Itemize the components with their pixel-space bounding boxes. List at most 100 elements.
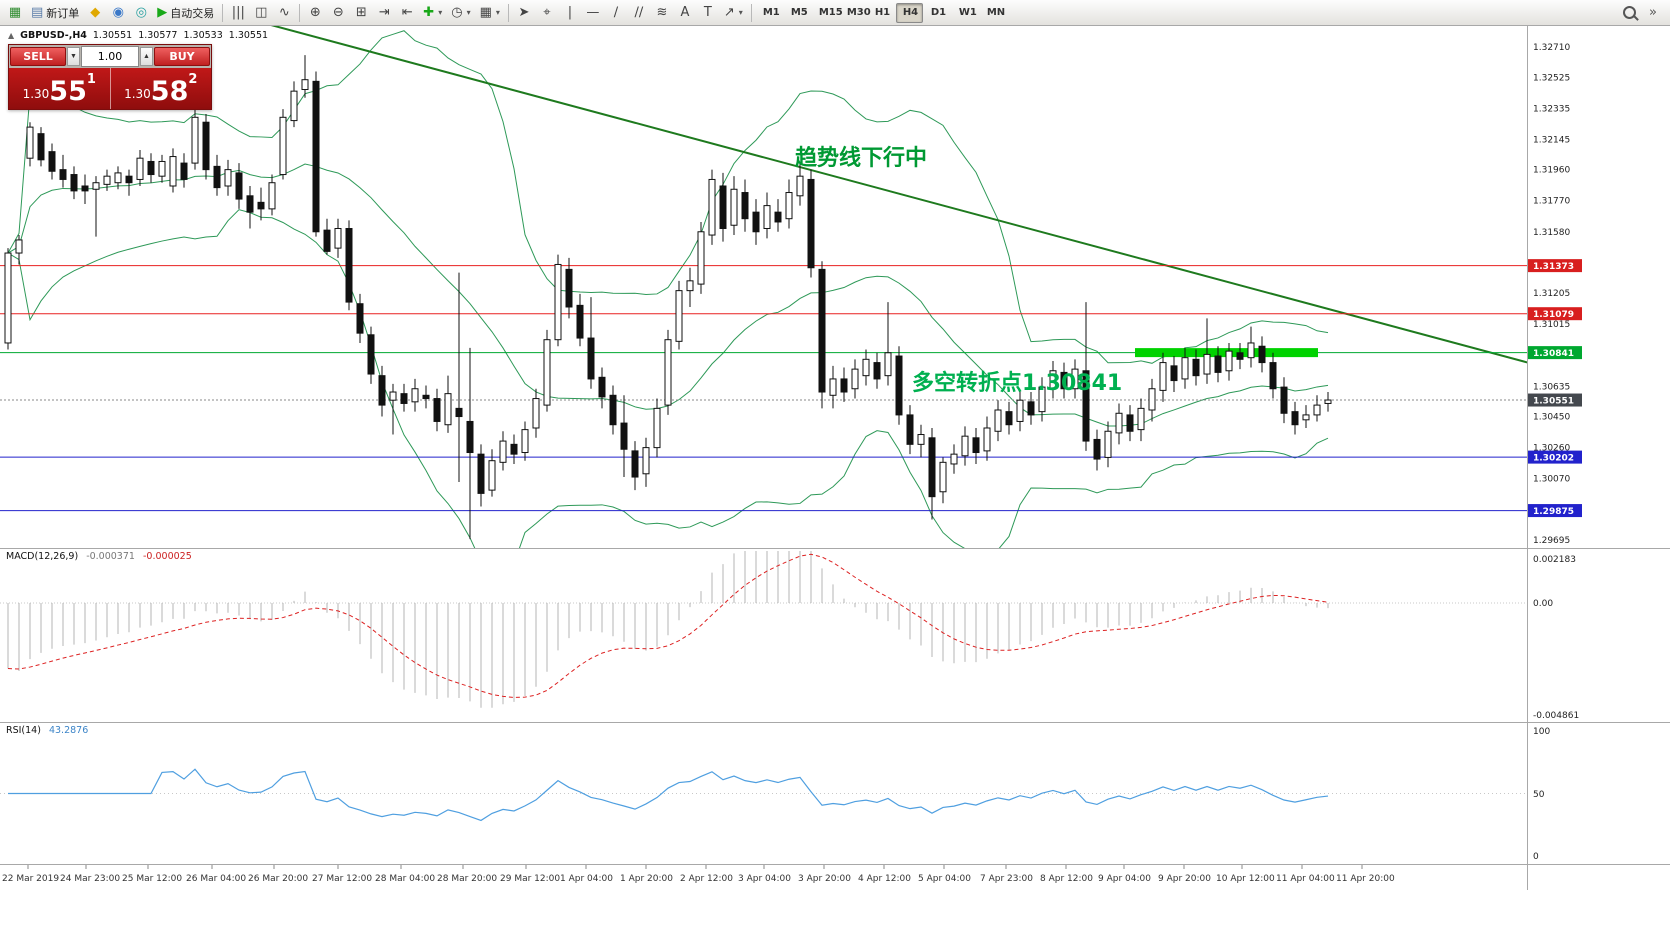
cursor-button[interactable]: ➤ xyxy=(513,2,535,24)
text-label-button[interactable]: T xyxy=(697,2,719,24)
timeframe-w1-button[interactable]: W1 xyxy=(952,3,979,23)
arrows-button[interactable]: ↗ ▾ xyxy=(720,2,747,24)
sell-price-pips: 55 xyxy=(49,76,87,108)
time-axis-label: 25 Mar 12:00 xyxy=(122,874,182,884)
price-badge xyxy=(1528,450,1582,464)
price-divider xyxy=(109,68,111,109)
profiles-button[interactable]: ◆ xyxy=(84,2,106,24)
bear-candle xyxy=(576,304,584,339)
candlestick-chart-button[interactable]: ◫ xyxy=(250,2,272,24)
line-chart-button[interactable]: ∿ xyxy=(273,2,295,24)
bull-candle xyxy=(114,172,122,184)
bear-candle xyxy=(840,378,848,393)
bull-candle xyxy=(1038,386,1046,413)
volume-input[interactable] xyxy=(81,46,139,67)
bull-candle xyxy=(158,160,166,177)
buy-button[interactable]: BUY xyxy=(154,47,210,66)
price-badge xyxy=(1528,307,1582,321)
bull-candle xyxy=(664,339,672,406)
sell-price[interactable]: 1.30 55 1 xyxy=(9,68,110,109)
new-order-button[interactable]: ▤ 新订单 xyxy=(27,2,83,24)
indicators-button[interactable]: ✚ ▾ xyxy=(419,2,446,24)
trendline-button[interactable]: ∕ xyxy=(605,2,627,24)
timeframe-m5-button[interactable]: M5 xyxy=(784,3,811,23)
bear-candle xyxy=(202,121,210,171)
autotrading-button[interactable]: ▶ 自动交易 xyxy=(153,2,218,24)
time-axis-label: 1 Apr 20:00 xyxy=(620,874,673,884)
auto-scroll-button[interactable]: ⇥ xyxy=(373,2,395,24)
timeframe-m1-button[interactable]: M1 xyxy=(756,3,783,23)
timeframe-h4-button[interactable]: H4 xyxy=(895,2,923,23)
bull-candle xyxy=(92,182,100,190)
clock-icon: ◷ xyxy=(451,5,463,20)
horizontal-line-button[interactable]: — xyxy=(582,2,604,24)
price-badge-label: 1.30202 xyxy=(1533,454,1574,464)
navigator-button[interactable]: ◎ xyxy=(130,2,152,24)
time-axis-label: 8 Apr 12:00 xyxy=(1040,874,1093,884)
chart-shift-button[interactable]: ⇤ xyxy=(396,2,418,24)
templates-button[interactable]: ▦ ▾ xyxy=(476,2,504,24)
fibonacci-button[interactable]: ≋ xyxy=(651,2,673,24)
timeframe-d1-button[interactable]: D1 xyxy=(924,3,951,23)
bull-candle xyxy=(884,352,892,377)
toolbar-overflow-button[interactable]: » xyxy=(1642,1,1664,23)
bear-candle xyxy=(1005,411,1013,426)
bear-candle xyxy=(125,175,133,184)
buy-price[interactable]: 1.30 58 2 xyxy=(111,68,212,109)
bear-candle xyxy=(873,362,881,380)
bear-candle xyxy=(257,201,265,210)
bear-candle xyxy=(587,337,595,380)
price-axis-label: 1.32145 xyxy=(1533,135,1570,145)
tile-windows-button[interactable]: ⊞ xyxy=(350,2,372,24)
app-icon: ▦ xyxy=(4,2,26,24)
collapse-quote-panel-icon[interactable]: ▲ xyxy=(8,31,15,40)
price-badge-label: 1.29875 xyxy=(1533,507,1574,517)
sell-button[interactable]: SELL xyxy=(10,47,66,66)
bull-candle xyxy=(268,182,276,210)
new-order-icon: ▤ xyxy=(31,5,44,20)
buy-price-frac: 2 xyxy=(188,72,198,87)
market-watch-button[interactable]: ◉ xyxy=(107,2,129,24)
bear-candle xyxy=(455,407,463,418)
bull-candle xyxy=(279,116,287,176)
zoom-in-button[interactable]: ⊕ xyxy=(304,2,326,24)
bear-candle xyxy=(510,443,518,455)
volume-spin-up[interactable]: ▲ xyxy=(140,47,153,66)
bear-candle xyxy=(1192,358,1200,377)
time-axis-label: 11 Apr 04:00 xyxy=(1276,874,1335,884)
zoom-out-button[interactable]: ⊖ xyxy=(327,2,349,24)
bear-candle xyxy=(906,414,914,445)
bear-candle xyxy=(1093,438,1101,460)
bear-candle xyxy=(620,422,628,450)
search-button[interactable] xyxy=(1618,1,1640,23)
chevron-down-icon: ▾ xyxy=(466,8,471,17)
vertical-line-icon: | xyxy=(567,5,573,20)
bull-candle xyxy=(1302,414,1310,421)
bear-candle xyxy=(81,185,89,192)
time-axis-label: 10 Apr 12:00 xyxy=(1216,874,1275,884)
bear-candle xyxy=(818,268,826,393)
ohlc-open: 1.30551 xyxy=(92,30,133,41)
bull-candle xyxy=(697,231,705,285)
bear-candle xyxy=(752,211,760,233)
bear-candle xyxy=(1280,386,1288,414)
timeframe-mn-button[interactable]: MN xyxy=(980,3,1007,23)
channel-button[interactable]: ∕∕ xyxy=(628,2,650,24)
timeframe-m30-button[interactable]: M30 xyxy=(840,3,871,23)
cursor-icon: ➤ xyxy=(518,5,530,20)
bear-candle xyxy=(466,420,474,454)
time-axis-label: 9 Apr 04:00 xyxy=(1098,874,1151,884)
timeframe-m15-button[interactable]: M15 xyxy=(812,3,843,23)
crosshair-button[interactable]: ⌖ xyxy=(536,2,558,24)
rsi-line xyxy=(8,768,1329,822)
text-button[interactable]: A xyxy=(674,2,696,24)
timeframe-h1-button[interactable]: H1 xyxy=(868,3,895,23)
bear-candle xyxy=(1236,352,1244,360)
candlestick-icon: ◫ xyxy=(255,5,268,20)
periods-button[interactable]: ◷ ▾ xyxy=(447,2,474,24)
bar-chart-button[interactable]: ||| xyxy=(227,2,249,24)
order-type-dropdown[interactable]: ▼ xyxy=(67,47,80,66)
bear-candle xyxy=(147,160,155,176)
vertical-line-button[interactable]: | xyxy=(559,2,581,24)
